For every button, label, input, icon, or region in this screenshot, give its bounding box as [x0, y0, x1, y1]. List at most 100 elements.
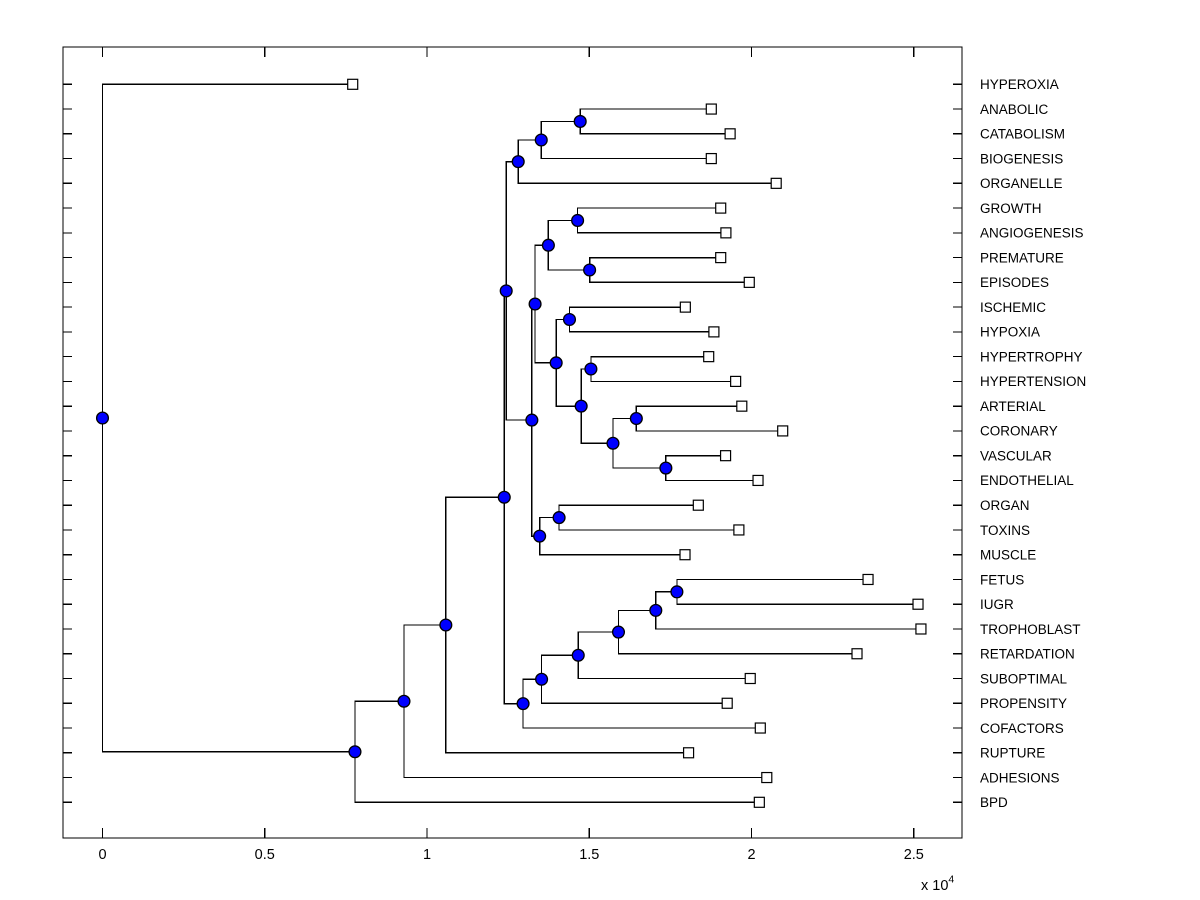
internal-node-marker: [629, 411, 643, 426]
internal-node-marker: [497, 490, 511, 504]
internal-node-marker: [439, 618, 453, 632]
x-axis-multiplier: x 104: [921, 874, 954, 895]
x-tick-label: 2: [748, 847, 756, 863]
leaf-marker: [753, 796, 765, 808]
leaf-label: TROPHOBLAST: [980, 622, 1081, 637]
leaf-marker: [720, 227, 732, 239]
internal-node-marker: [584, 362, 598, 376]
internal-node-marker: [533, 529, 547, 543]
internal-node-marker: [573, 114, 587, 128]
internal-node-marker: [348, 745, 362, 759]
plot-border: [62, 46, 963, 839]
leaf-marker: [777, 425, 789, 437]
x-tick-label: 1.5: [579, 847, 599, 863]
internal-node-marker: [571, 213, 585, 228]
internal-node-marker: [516, 697, 530, 711]
internal-node-marker: [541, 238, 555, 252]
leaf-label: HYPEROXIA: [980, 77, 1059, 92]
internal-node-marker: [552, 511, 566, 525]
leaf-marker: [705, 103, 717, 115]
leaf-label: ORGAN: [980, 498, 1030, 513]
leaf-marker: [692, 499, 704, 511]
leaf-marker: [730, 375, 742, 388]
x-tick-label: 0.5: [255, 847, 275, 863]
leaf-label: ANABOLIC: [980, 102, 1049, 117]
leaf-marker: [682, 747, 695, 759]
leaf-label: ENDOTHELIAL: [980, 473, 1074, 488]
internal-node-marker: [574, 399, 588, 413]
leaf-label: FETUS: [980, 572, 1024, 587]
leaf-label: CORONARY: [980, 424, 1058, 439]
leaf-label: RUPTURE: [980, 746, 1045, 761]
leaf-label: HYPOXIA: [980, 325, 1040, 340]
leaf-label: SUBOPTIMAL: [980, 671, 1068, 686]
leaf-marker: [733, 524, 745, 536]
leaf-marker: [703, 351, 715, 363]
x-tick-label: 0: [98, 847, 106, 863]
leaf-label: ADHESIONS: [980, 770, 1060, 785]
leaf-label: ARTERIAL: [980, 399, 1046, 414]
leaf-label: HYPERTENSION: [980, 374, 1086, 389]
internal-node-marker: [659, 461, 673, 475]
leaf-label: ISCHEMIC: [980, 300, 1046, 315]
leaf-marker: [770, 177, 782, 189]
leaf-marker: [754, 722, 766, 734]
leaf-marker: [719, 450, 732, 462]
internal-node-marker: [571, 648, 585, 662]
internal-node-marker: [535, 672, 549, 686]
internal-node-marker: [511, 155, 525, 169]
internal-node-marker: [611, 625, 626, 639]
leaf-marker: [347, 78, 359, 90]
leaf-label: COFACTORS: [980, 721, 1064, 736]
leaf-marker: [721, 697, 733, 709]
leaf-marker: [705, 152, 717, 165]
internal-node-marker: [534, 133, 548, 147]
leaf-marker: [679, 301, 691, 313]
internal-node-marker: [549, 356, 563, 370]
leaf-marker: [679, 549, 691, 561]
internal-node-marker: [397, 694, 411, 708]
leaf-label: ANGIOGENESIS: [980, 226, 1084, 241]
leaf-marker: [912, 598, 924, 610]
leaf-marker: [715, 202, 727, 214]
leaf-marker: [708, 326, 720, 338]
leaf-label: RETARDATION: [980, 647, 1075, 662]
leaf-label: GROWTH: [980, 201, 1042, 216]
leaf-label: IUGR: [980, 597, 1014, 612]
internal-node-marker: [528, 297, 542, 311]
leaf-marker: [752, 474, 764, 487]
leaf-label: TOXINS: [980, 523, 1030, 538]
leaf-label: VASCULAR: [980, 448, 1052, 463]
leaf-marker: [761, 771, 773, 784]
internal-node-marker: [670, 585, 684, 599]
leaf-marker: [915, 623, 927, 635]
leaf-label: ORGANELLE: [980, 176, 1063, 191]
leaf-label: HYPERTROPHY: [980, 349, 1083, 364]
internal-node-marker: [499, 284, 513, 298]
internal-node-marker: [649, 603, 663, 617]
leaf-label: PREMATURE: [980, 250, 1064, 265]
leaf-label: PROPENSITY: [980, 696, 1067, 711]
leaf-label: MUSCLE: [980, 548, 1036, 563]
x-tick-label: 2.5: [904, 847, 924, 863]
leaf-label: EPISODES: [980, 275, 1049, 290]
leaf-marker: [736, 400, 748, 412]
leaf-marker: [715, 252, 727, 264]
leaf-label: BPD: [980, 795, 1008, 810]
internal-node-marker: [95, 411, 110, 425]
leaf-label: CATABOLISM: [980, 127, 1065, 142]
leaf-label: BIOGENESIS: [980, 151, 1063, 166]
leaf-marker: [744, 672, 756, 685]
x-tick-label: 1: [423, 847, 431, 863]
leaf-marker: [862, 573, 874, 586]
internal-node-marker: [583, 263, 597, 277]
internal-node-marker: [606, 436, 620, 450]
leaf-marker: [851, 648, 863, 660]
leaf-marker: [743, 276, 755, 288]
internal-node-marker: [562, 312, 577, 327]
internal-node-marker: [525, 413, 539, 427]
leaf-marker: [724, 128, 736, 140]
